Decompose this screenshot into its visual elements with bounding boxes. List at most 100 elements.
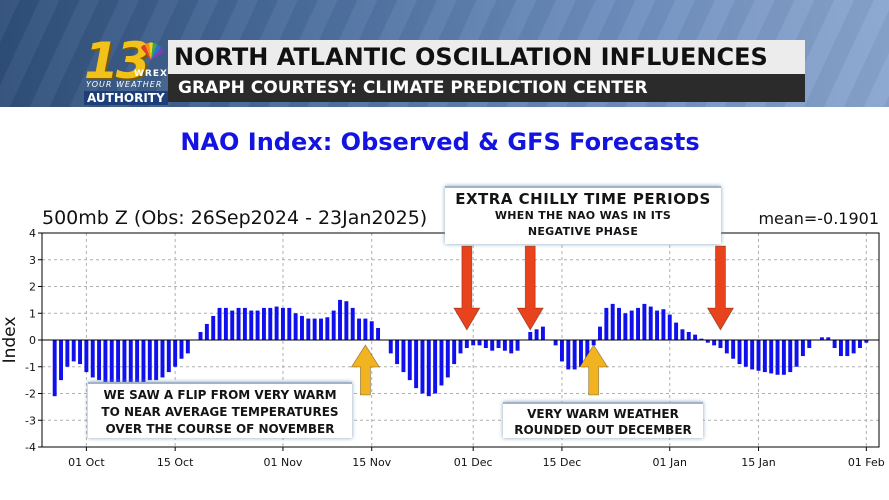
bar bbox=[128, 340, 133, 383]
bar bbox=[509, 340, 514, 354]
bar bbox=[395, 340, 400, 365]
bar bbox=[680, 329, 685, 340]
chart-mean: mean=-0.1901 bbox=[758, 209, 879, 228]
page-title: NORTH ATLANTIC OSCILLATION INFLUENCES bbox=[174, 43, 768, 71]
chart-subtitle: 500mb Z (Obs: 26Sep2024 - 23Jan2025) bbox=[42, 207, 427, 229]
bar bbox=[363, 318, 368, 340]
bar bbox=[483, 340, 488, 349]
bar bbox=[458, 340, 463, 354]
bar bbox=[414, 340, 419, 389]
bar bbox=[325, 317, 330, 340]
bar bbox=[78, 340, 83, 365]
bar bbox=[268, 307, 273, 340]
up-arrow-icon bbox=[578, 344, 609, 396]
callout-extra-chilly: EXTRA CHILLY TIME PERIODS WHEN THE NAO W… bbox=[445, 186, 721, 244]
bar bbox=[71, 340, 76, 362]
bar bbox=[851, 340, 856, 354]
bar bbox=[559, 340, 564, 362]
station-logo: 13 WREX YOUR WEATHER AUTHORITY bbox=[84, 32, 170, 106]
bar bbox=[756, 340, 761, 371]
bar bbox=[800, 340, 805, 357]
bar bbox=[204, 323, 209, 340]
logo-tagline: YOUR WEATHER bbox=[86, 80, 163, 89]
bar bbox=[166, 340, 171, 373]
bar bbox=[312, 318, 317, 340]
bar bbox=[223, 307, 228, 340]
x-tick-label: 15 Oct bbox=[157, 456, 194, 469]
bar bbox=[338, 299, 342, 340]
bar bbox=[293, 313, 298, 340]
bar bbox=[591, 340, 596, 346]
bar bbox=[788, 340, 793, 373]
bar bbox=[249, 310, 254, 340]
bar bbox=[236, 307, 241, 340]
bar bbox=[718, 340, 723, 349]
bar bbox=[464, 340, 469, 349]
callout-warm-line1: VERY WARM WEATHER bbox=[527, 407, 679, 421]
bar bbox=[617, 307, 621, 340]
y-tick-label: 0 bbox=[29, 334, 36, 347]
bar bbox=[407, 340, 412, 381]
bar bbox=[179, 340, 184, 359]
bar bbox=[433, 340, 438, 394]
y-tick-label: 2 bbox=[29, 281, 36, 294]
callout-flip-line1: WE SAW A FLIP FROM VERY WARM bbox=[103, 388, 337, 402]
bar bbox=[242, 307, 247, 340]
bar bbox=[160, 340, 165, 378]
bar bbox=[534, 329, 539, 340]
callout-november-flip: WE SAW A FLIP FROM VERY WARM TO NEAR AVE… bbox=[88, 382, 352, 438]
bar bbox=[97, 340, 102, 381]
bar bbox=[502, 340, 507, 351]
chart-title: NAO Index: Observed & GFS Forecasts bbox=[180, 128, 700, 156]
bar bbox=[674, 322, 679, 340]
bar bbox=[572, 340, 577, 370]
bar bbox=[819, 337, 824, 340]
x-tick-label: 15 Nov bbox=[352, 456, 391, 469]
bar bbox=[610, 303, 615, 340]
bar bbox=[211, 315, 216, 340]
bar bbox=[173, 340, 178, 367]
x-tick-label: 15 Jan bbox=[741, 456, 775, 469]
x-tick-label: 01 Feb bbox=[848, 456, 885, 469]
bar bbox=[65, 340, 70, 367]
bar bbox=[648, 306, 653, 340]
bar bbox=[838, 340, 843, 357]
bar bbox=[705, 340, 710, 343]
bar bbox=[122, 340, 127, 383]
bar bbox=[496, 340, 501, 349]
bar bbox=[185, 340, 190, 354]
bar bbox=[490, 340, 495, 351]
bar bbox=[667, 314, 672, 340]
bar bbox=[629, 310, 634, 340]
y-tick-label: 3 bbox=[29, 254, 36, 267]
bar bbox=[306, 318, 311, 340]
bar bbox=[699, 338, 704, 340]
bar bbox=[807, 340, 812, 349]
bar bbox=[274, 306, 279, 340]
up-arrow-icon bbox=[350, 344, 381, 396]
bar bbox=[623, 313, 628, 340]
bar bbox=[566, 340, 571, 370]
down-arrow-icon bbox=[453, 245, 481, 331]
bar bbox=[515, 340, 520, 351]
logo-station: WREX bbox=[134, 69, 168, 79]
bar bbox=[636, 307, 641, 340]
bar bbox=[858, 340, 862, 349]
bar bbox=[712, 340, 717, 346]
bar bbox=[280, 307, 285, 340]
y-axis-label: Index bbox=[0, 317, 20, 364]
bar bbox=[357, 318, 362, 340]
bar bbox=[255, 310, 260, 340]
bar bbox=[471, 340, 476, 346]
bar bbox=[794, 340, 799, 367]
y-tick-label: 4 bbox=[29, 227, 36, 240]
bar bbox=[528, 331, 533, 340]
bar bbox=[579, 340, 583, 367]
peacock-icon bbox=[141, 42, 164, 60]
x-tick-label: 01 Dec bbox=[454, 456, 493, 469]
subtitle-bar bbox=[168, 74, 805, 102]
x-tick-label: 01 Nov bbox=[263, 456, 302, 469]
bar bbox=[230, 310, 235, 340]
bar bbox=[154, 340, 159, 381]
x-tick-label: 15 Dec bbox=[543, 456, 582, 469]
